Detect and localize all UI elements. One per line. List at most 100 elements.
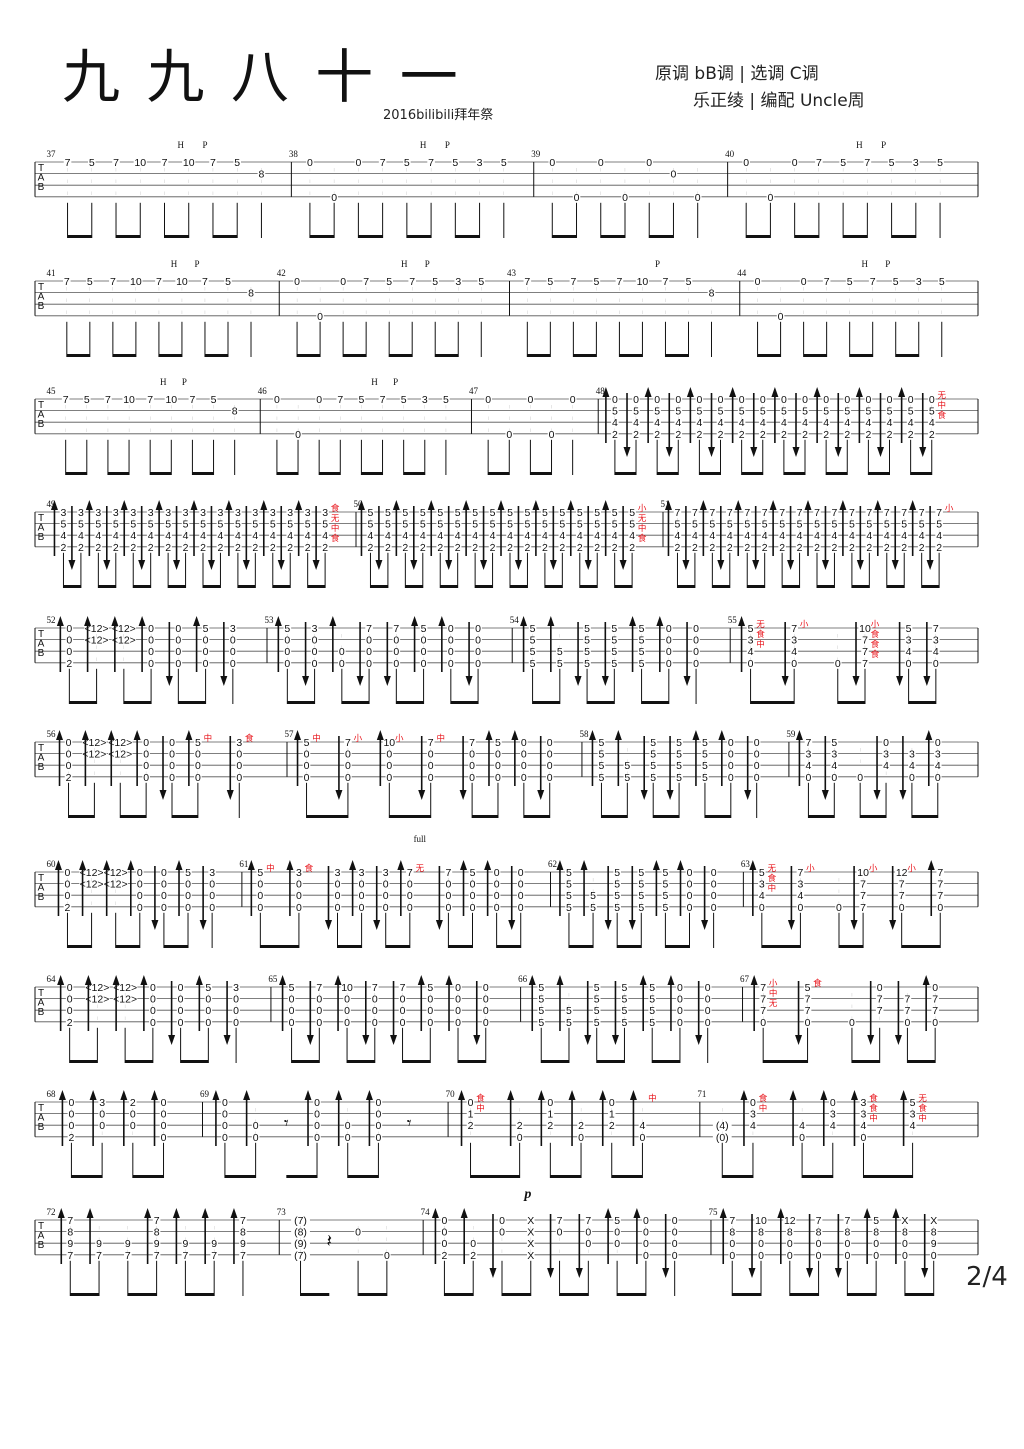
fret-bg <box>444 890 453 901</box>
tab-clef-letter: T <box>38 400 44 411</box>
fret-bg <box>344 760 352 771</box>
note-beam <box>435 354 459 357</box>
fret-column: ||0 |0 <box>253 1108 259 1144</box>
fret-bg <box>865 530 874 541</box>
fret-bg <box>233 157 241 167</box>
fret-bg <box>59 518 68 529</box>
fret-column: 0 ||| <box>646 157 652 195</box>
note-beam <box>826 472 848 475</box>
fret-bg <box>401 530 410 541</box>
fret-bg <box>302 771 311 782</box>
measure-number: 40 <box>725 149 735 159</box>
fret-bg <box>65 993 74 1004</box>
fret-bg <box>558 541 567 552</box>
fret-bg <box>610 634 619 645</box>
fret-column: |||0 <box>836 878 842 914</box>
arrowhead-up-icon <box>839 500 847 510</box>
fret-bg <box>440 1226 449 1237</box>
fret-column: 5 |3 |4 |0 <box>748 623 754 670</box>
fret-bg <box>670 1226 679 1237</box>
fret-bg <box>611 417 619 428</box>
fret-column: X |X |X |X <box>527 1215 534 1262</box>
fret-bg <box>648 982 657 992</box>
fret-bg <box>526 1238 535 1249</box>
fret-bg <box>615 276 624 286</box>
arrowhead-up-icon <box>212 1090 220 1100</box>
note-beam <box>527 354 551 357</box>
note-beam <box>653 815 680 818</box>
fret-column: 10 ||| <box>123 394 135 432</box>
fret-bg <box>286 541 295 552</box>
arrowhead-down-icon <box>508 920 516 930</box>
fret-column: ||9 |7 <box>182 1226 188 1262</box>
fret-bg <box>565 890 573 901</box>
fret-bg <box>691 507 699 517</box>
note-beam <box>611 1175 643 1178</box>
fret-bg <box>474 657 482 668</box>
fret-bg <box>778 507 786 517</box>
note-beam <box>67 945 92 948</box>
fret-bg <box>112 982 138 992</box>
fret-bg <box>675 748 683 759</box>
note-beam <box>347 1060 375 1063</box>
fret-bg <box>453 541 462 552</box>
fret-bg <box>174 634 183 645</box>
fret-bg <box>454 993 462 1004</box>
fret-bg <box>471 518 479 529</box>
fret-column: 3 |5 |4 |2 <box>235 507 241 554</box>
fret-bg <box>901 1226 909 1237</box>
note-beam <box>306 815 348 818</box>
fret-column: 0 |0 |0 |0 <box>455 982 461 1029</box>
arrowhead-up-icon <box>392 500 400 510</box>
fret-bg <box>374 1120 383 1131</box>
fret-column: 7 |0 |0 |0 <box>345 737 351 784</box>
note-beam <box>802 1175 833 1178</box>
fret-bg <box>146 394 154 404</box>
fret-column: 3 |5 |4 |2 <box>218 507 224 554</box>
fret-bg <box>468 867 477 877</box>
fret-bg <box>908 1097 917 1107</box>
fret-bg <box>451 157 460 167</box>
fret-column: 0 |0 |0 |0 <box>475 623 481 670</box>
arrowhead-up-icon <box>629 616 637 626</box>
fret-bg <box>419 646 428 657</box>
fret-bg <box>108 748 133 759</box>
fret-bg <box>674 428 683 439</box>
fret-bg <box>868 276 877 286</box>
fret-bg <box>155 276 163 286</box>
arrowhead-up-icon <box>667 975 675 985</box>
fret-column: 5 |5 |4 |2 <box>612 507 618 554</box>
fret-bg <box>149 1005 157 1016</box>
fret-column: 0 |5 |4 |2 <box>865 394 871 441</box>
fret-bg <box>709 867 718 877</box>
fret-column: 5 ||| <box>847 276 853 314</box>
arrowhead-up-icon <box>511 730 519 740</box>
note-beam <box>120 815 147 818</box>
fret-bg <box>661 890 670 901</box>
fret-bg <box>592 1005 601 1016</box>
fret-bg <box>520 760 528 771</box>
fret-bg <box>780 394 788 404</box>
note-beam <box>70 1293 100 1296</box>
fret-bg <box>287 1005 296 1016</box>
fret-column: 0 |3 |4 | <box>830 1097 836 1135</box>
fret-bg <box>746 646 755 657</box>
fret-bg <box>418 507 427 517</box>
fret-bg <box>199 530 207 541</box>
arrowhead-up-icon <box>738 616 746 626</box>
note-beam <box>851 585 870 588</box>
fret-bg <box>592 276 601 286</box>
fret-bg <box>523 507 532 517</box>
fret-bg <box>577 1120 585 1131</box>
fret-bg <box>728 1226 737 1237</box>
fret-bg <box>593 518 602 529</box>
fret-bg <box>339 276 347 286</box>
dynamic-marking: p <box>523 1187 531 1202</box>
fret-column: 3 |5 |4 |2 <box>305 507 311 554</box>
fret-bg <box>903 993 912 1004</box>
fret-bg <box>610 541 619 552</box>
measure-number: 61 <box>239 859 248 869</box>
fret-column: 5 |5 |5 |5 <box>566 867 572 914</box>
fret-bg <box>613 901 621 912</box>
fret-bg <box>822 428 830 439</box>
